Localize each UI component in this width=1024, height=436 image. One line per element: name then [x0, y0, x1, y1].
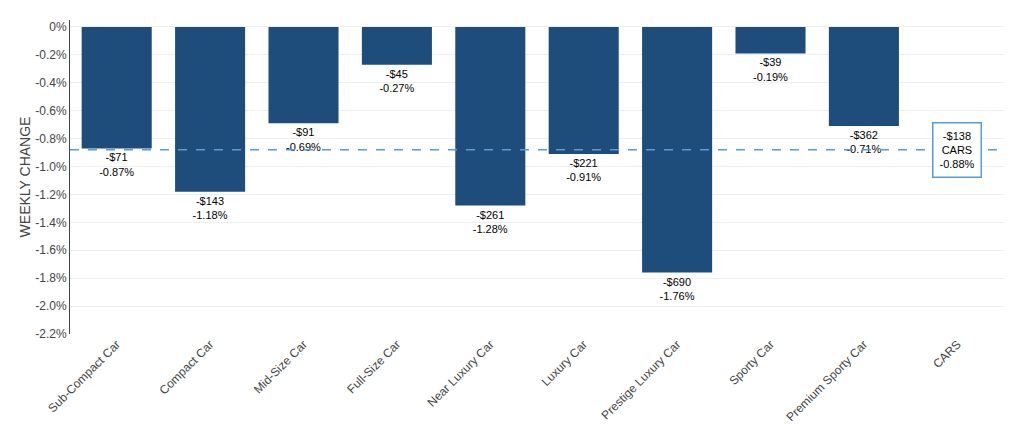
- svg-text:Sub-Compact Car: Sub-Compact Car: [45, 337, 123, 415]
- svg-text:-$362-0.71%: -$362-0.71%: [846, 129, 881, 155]
- svg-text:Mid-Size Car: Mid-Size Car: [251, 337, 310, 396]
- svg-text:-0.2%: -0.2%: [35, 48, 67, 62]
- svg-text:Premium Sporty Car: Premium Sporty Car: [783, 337, 870, 424]
- svg-text:CARS: CARS: [930, 337, 963, 370]
- svg-text:-1.0%: -1.0%: [35, 160, 67, 174]
- svg-text:-$39-0.19%: -$39-0.19%: [753, 56, 788, 82]
- svg-text:0%: 0%: [49, 20, 67, 34]
- svg-text:-1.8%: -1.8%: [35, 271, 67, 285]
- svg-text:WEEKLY CHANGE: WEEKLY CHANGE: [17, 117, 33, 238]
- svg-text:-1.2%: -1.2%: [35, 188, 67, 202]
- svg-text:Full-Size Car: Full-Size Car: [344, 337, 403, 396]
- svg-text:-$71-0.87%: -$71-0.87%: [99, 151, 134, 177]
- svg-text:-$45-0.27%: -$45-0.27%: [379, 68, 414, 94]
- svg-text:-2.2%: -2.2%: [35, 327, 67, 341]
- svg-text:Sporty Car: Sporty Car: [726, 337, 776, 387]
- svg-text:-$91-0.69%: -$91-0.69%: [286, 126, 321, 152]
- svg-text:-0.6%: -0.6%: [35, 104, 67, 118]
- svg-text:-0.4%: -0.4%: [35, 76, 67, 90]
- svg-text:-1.6%: -1.6%: [35, 243, 67, 257]
- svg-text:-$138CARS-0.88%: -$138CARS-0.88%: [940, 130, 975, 171]
- svg-text:Luxury Car: Luxury Car: [539, 337, 590, 388]
- svg-text:-$261-1.28%: -$261-1.28%: [473, 209, 508, 235]
- svg-text:-1.4%: -1.4%: [35, 216, 67, 230]
- svg-text:-$690-1.76%: -$690-1.76%: [660, 276, 695, 302]
- svg-text:-$221-0.91%: -$221-0.91%: [566, 157, 601, 183]
- svg-text:Near Luxury Car: Near Luxury Car: [425, 337, 497, 409]
- svg-text:-0.8%: -0.8%: [35, 132, 67, 146]
- svg-text:-$143-1.18%: -$143-1.18%: [193, 195, 228, 221]
- svg-text:Prestige Luxury Car: Prestige Luxury Car: [599, 337, 684, 422]
- svg-text:Compact Car: Compact Car: [157, 337, 217, 397]
- svg-text:-2.0%: -2.0%: [35, 299, 67, 313]
